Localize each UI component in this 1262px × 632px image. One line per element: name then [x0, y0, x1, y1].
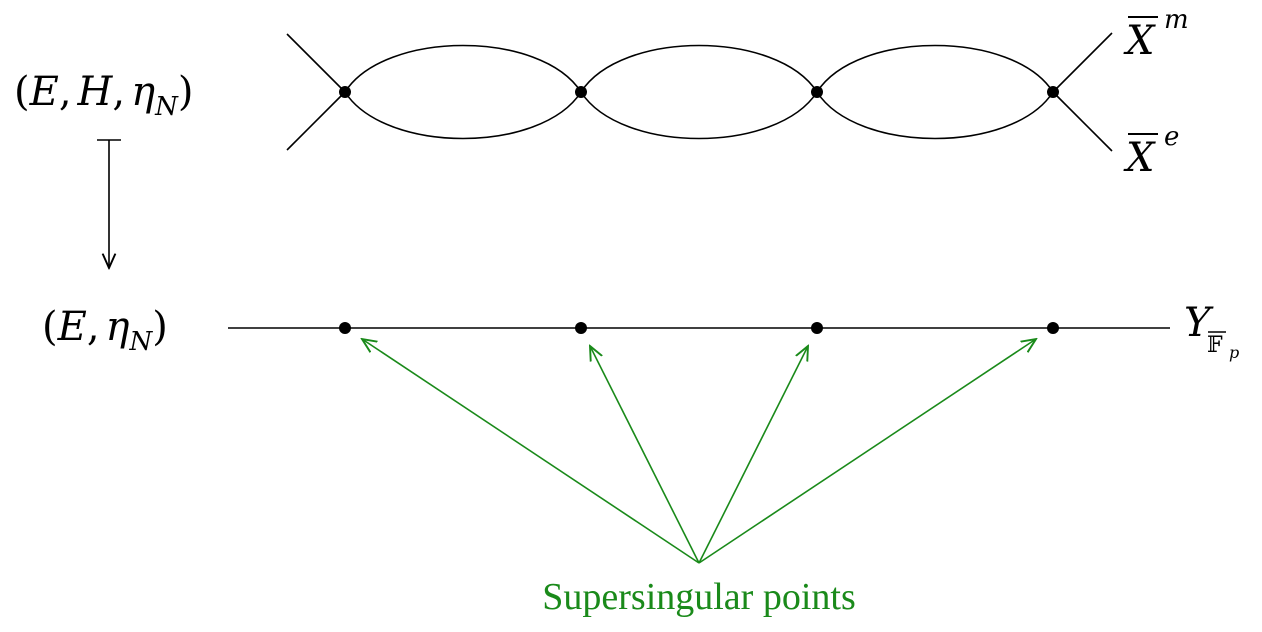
- svg-text:Y: Y: [1184, 300, 1214, 346]
- upper-point: [1047, 86, 1059, 98]
- curve-right-tail-bottom: [1052, 91, 1113, 152]
- upper-point: [339, 86, 351, 98]
- lower-curve: [228, 322, 1170, 334]
- arrow-to-point-3: [698, 346, 808, 564]
- supersingular-point: [1047, 322, 1059, 334]
- supersingular-point: [811, 322, 823, 334]
- svg-text:X: X: [1123, 18, 1156, 64]
- label-xm: X m: [1123, 5, 1189, 64]
- curve-left-tail-bottom: [286, 91, 346, 151]
- maps-to-arrow: [97, 139, 121, 268]
- svg-text:e: e: [1164, 122, 1179, 152]
- supersingular-label: Supersingular points: [542, 576, 855, 618]
- svg-text:m: m: [1164, 5, 1189, 35]
- curve-xe: [344, 90, 1054, 140]
- bottom-object-label: (E, ηN): [42, 304, 168, 357]
- label-y: Y 𝔽 p: [1184, 300, 1239, 362]
- upper-curves: [286, 32, 1113, 152]
- top-object-label: (E, H, ηN): [14, 69, 193, 122]
- supersingular-arrows: [362, 339, 1036, 564]
- arrow-to-point-2: [590, 346, 700, 564]
- arrow-to-point-1: [362, 339, 700, 564]
- svg-text:𝔽: 𝔽: [1207, 333, 1223, 358]
- svg-text:p: p: [1229, 343, 1239, 362]
- curve-right-tail-top: [1052, 32, 1113, 93]
- svg-text:X: X: [1123, 135, 1156, 181]
- arrow-to-point-4: [698, 339, 1036, 564]
- curve-xm: [344, 44, 1054, 94]
- curve-left-tail-top: [286, 33, 346, 93]
- label-xe: X e: [1123, 122, 1179, 181]
- upper-point: [575, 86, 587, 98]
- supersingular-point: [575, 322, 587, 334]
- upper-point: [811, 86, 823, 98]
- supersingular-point: [339, 322, 351, 334]
